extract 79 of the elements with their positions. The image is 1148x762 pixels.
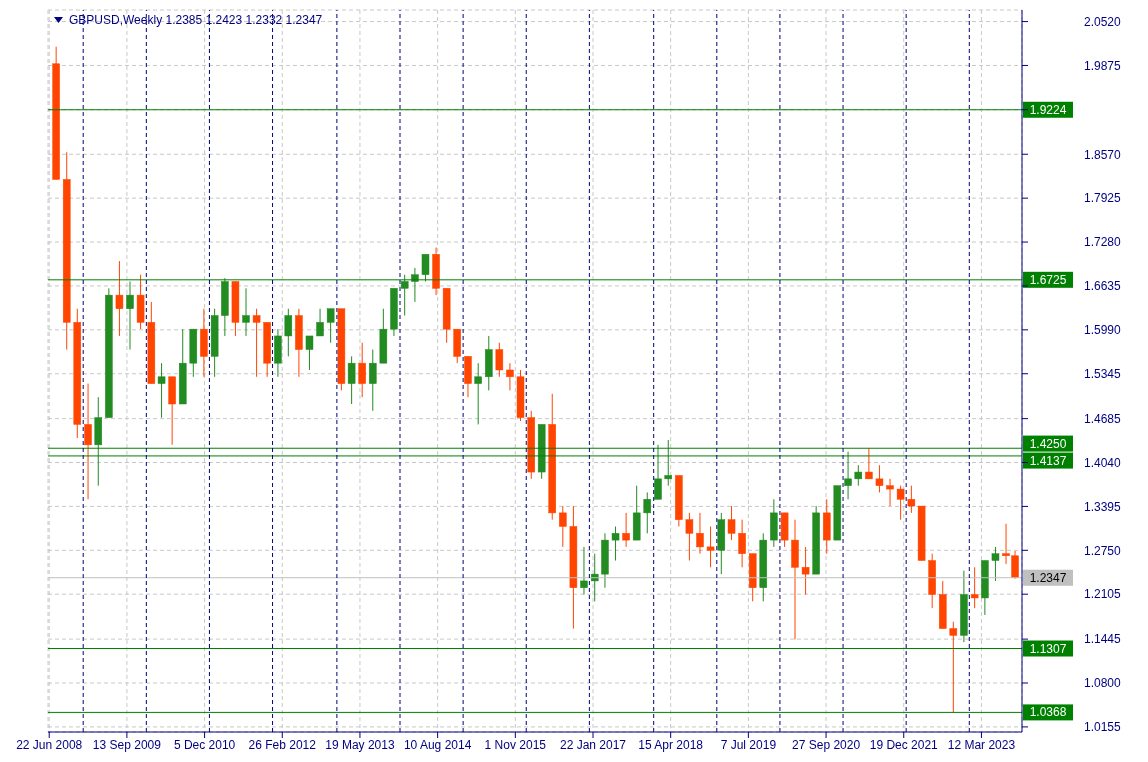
y-tick-label: 1.2105 bbox=[1084, 587, 1122, 602]
candlestick bbox=[738, 519, 746, 568]
x-tick-label: 15 Apr 2018 bbox=[638, 737, 704, 752]
x-tick-label: 7 Jul 2019 bbox=[720, 737, 777, 752]
candlestick bbox=[844, 451, 852, 500]
y-tick-label: 1.0800 bbox=[1084, 676, 1122, 691]
candlestick bbox=[115, 260, 124, 337]
candlestick bbox=[347, 355, 356, 405]
y-tick-label: 1.8570 bbox=[1084, 147, 1122, 162]
candlestick bbox=[896, 485, 905, 521]
candlestick bbox=[696, 512, 704, 555]
candlestick bbox=[801, 546, 810, 596]
y-tick-label: 1.7280 bbox=[1084, 235, 1122, 250]
y-tick-label: 2.0520 bbox=[1084, 14, 1122, 29]
y-tick-label: 1.9875 bbox=[1084, 58, 1122, 73]
candlestick bbox=[991, 546, 1000, 582]
x-tick-label: 12 Mar 2023 bbox=[947, 737, 1016, 752]
candlestick bbox=[506, 362, 514, 391]
candlestick bbox=[400, 274, 409, 317]
x-tick-label: 19 Dec 2021 bbox=[869, 737, 939, 752]
y-tick-label: 1.5345 bbox=[1084, 366, 1122, 381]
y-tick-label: 1.3395 bbox=[1084, 499, 1122, 514]
x-tick-label: 19 May 2013 bbox=[325, 737, 395, 752]
candlestick bbox=[559, 505, 567, 548]
candlestick bbox=[685, 512, 694, 562]
candlestick bbox=[411, 267, 419, 303]
candlestick bbox=[358, 342, 366, 398]
candlestick bbox=[611, 525, 620, 562]
ref-line-label: 1.1307 bbox=[1029, 641, 1067, 656]
candlestick bbox=[495, 342, 504, 378]
candlestick bbox=[369, 349, 377, 412]
y-tick-label: 1.4685 bbox=[1084, 411, 1122, 426]
ref-line-label: 1.0368 bbox=[1029, 705, 1067, 720]
y-tick-label: 1.5990 bbox=[1084, 323, 1122, 338]
x-tick-label: 13 Sep 2009 bbox=[92, 737, 162, 752]
candlestick bbox=[84, 383, 92, 500]
x-tick-label: 27 Sep 2020 bbox=[792, 737, 861, 752]
candlestick bbox=[305, 335, 314, 371]
candlestick bbox=[865, 447, 873, 480]
x-tick-label: 26 Feb 2012 bbox=[248, 737, 317, 752]
candlestick bbox=[157, 362, 166, 419]
x-tick-label: 5 Dec 2010 bbox=[173, 737, 236, 752]
candlestick bbox=[316, 308, 324, 337]
candlestick bbox=[727, 505, 736, 541]
ref-line-label: 1.9224 bbox=[1029, 102, 1067, 117]
ref-line-label: 1.6725 bbox=[1029, 272, 1067, 287]
x-tick-label: 22 Jun 2008 bbox=[16, 737, 83, 752]
candlestick bbox=[284, 308, 293, 357]
candlestick bbox=[421, 253, 430, 283]
ref-line-label: 1.4137 bbox=[1029, 453, 1067, 468]
candlestick bbox=[875, 464, 884, 493]
candlestick bbox=[654, 444, 662, 500]
y-tick-label: 1.4040 bbox=[1084, 455, 1122, 470]
y-tick-label: 1.6635 bbox=[1084, 279, 1122, 294]
x-tick-label: 22 Jan 2017 bbox=[559, 737, 627, 752]
candlestick bbox=[474, 362, 482, 425]
x-tick-label: 10 Aug 2014 bbox=[403, 737, 472, 752]
candlestick bbox=[706, 525, 715, 568]
candlestick bbox=[126, 281, 134, 351]
candlestick bbox=[326, 308, 335, 344]
y-tick-label: 1.0155 bbox=[1084, 720, 1122, 735]
candlestick bbox=[949, 621, 958, 714]
y-tick-label: 1.1445 bbox=[1084, 632, 1122, 647]
candlestick bbox=[590, 553, 599, 602]
candlestick bbox=[854, 464, 863, 487]
chart-title: GBPUSD,Weekly 1.2385 1.2423 1.2332 1.2347 bbox=[69, 13, 323, 27]
candlestick bbox=[664, 439, 672, 487]
ref-line-label: 1.4250 bbox=[1029, 436, 1067, 451]
y-tick-label: 1.2750 bbox=[1084, 543, 1122, 558]
candlestick bbox=[970, 566, 979, 609]
candlestick bbox=[580, 546, 588, 596]
y-tick-label: 1.7925 bbox=[1084, 191, 1122, 206]
candlestick bbox=[643, 491, 652, 534]
candlestick bbox=[886, 478, 894, 507]
ref-line-label: 1.2347 bbox=[1029, 570, 1067, 585]
x-tick-label: 1 Nov 2015 bbox=[484, 737, 547, 752]
candlestick bbox=[242, 287, 250, 337]
candlestick bbox=[252, 308, 261, 378]
candlestick bbox=[622, 512, 630, 548]
